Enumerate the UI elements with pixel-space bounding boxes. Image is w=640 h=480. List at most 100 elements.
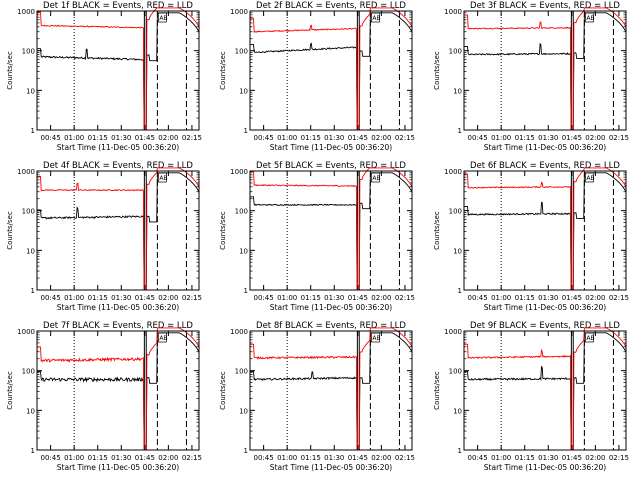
- y-axis-label: Counts/sec: [219, 51, 227, 90]
- plot-frame: [463, 10, 627, 131]
- x-tick-label: 01:45: [348, 454, 368, 462]
- y-axis-label: Counts/sec: [433, 51, 441, 90]
- x-tick-label: 00:45: [468, 454, 488, 462]
- series-lld-line: [464, 7, 627, 131]
- x-tick-label: 00:45: [468, 134, 488, 142]
- x-tick-label: 00:45: [254, 454, 274, 462]
- y-tick-label: 100: [449, 208, 462, 216]
- plot-frame: [36, 330, 200, 451]
- panel-title: Det 7f BLACK = Events, RED = LLD: [43, 321, 193, 331]
- x-tick-label: 01:15: [88, 134, 108, 142]
- flare-box-label: AB: [372, 335, 380, 342]
- y-axis-label: Counts/sec: [6, 211, 14, 250]
- y-tick-label: 10: [26, 87, 35, 95]
- series-events-line: [37, 12, 200, 131]
- flare-box-label: AB: [159, 15, 167, 22]
- plot-frame: [36, 170, 200, 291]
- detector-panel-9: Det 9f BLACK = Events, RED = LLD Counts/s…: [433, 321, 629, 472]
- series-events-line: [464, 332, 627, 451]
- x-tick-label: 02:00: [371, 294, 391, 302]
- series-lld-line: [37, 327, 200, 451]
- y-tick-label: 100: [449, 368, 462, 376]
- flare-box-label: AB: [586, 15, 594, 22]
- x-tick-label: 01:30: [324, 294, 344, 302]
- x-axis-label: Start Time (11-Dec-05 00:36:20): [484, 143, 606, 152]
- y-tick-label: 1: [244, 447, 248, 455]
- x-tick-label: 02:00: [371, 134, 391, 142]
- x-tick-label: 01:00: [491, 134, 511, 142]
- x-tick-label: 00:45: [254, 294, 274, 302]
- y-tick-label: 1: [31, 447, 35, 455]
- y-tick-label: 100: [22, 208, 35, 216]
- plot-frame: [249, 10, 413, 131]
- x-tick-label: 01:45: [135, 294, 155, 302]
- y-tick-label: 1000: [444, 8, 462, 16]
- x-tick-label: 01:15: [515, 454, 535, 462]
- x-tick-label: 01:45: [562, 134, 582, 142]
- x-tick-label: 02:00: [585, 134, 605, 142]
- x-tick-label: 02:15: [395, 294, 415, 302]
- x-tick-label: 01:45: [135, 454, 155, 462]
- detector-panel-6: Det 6f BLACK = Events, RED = LLD Counts/s…: [433, 161, 629, 312]
- y-tick-label: 1000: [444, 328, 462, 336]
- x-tick-label: 01:45: [562, 294, 582, 302]
- panel-title: Det 3f BLACK = Events, RED = LLD: [470, 1, 620, 11]
- panel-title: Det 9f BLACK = Events, RED = LLD: [470, 321, 620, 331]
- x-axis-label: Start Time (11-Dec-05 00:36:20): [270, 463, 392, 472]
- y-tick-label: 1000: [230, 168, 248, 176]
- x-tick-label: 01:15: [301, 134, 321, 142]
- y-tick-label: 1: [458, 447, 462, 455]
- x-tick-label: 01:30: [111, 134, 131, 142]
- series-lld-line: [37, 167, 200, 291]
- y-tick-label: 10: [453, 407, 462, 415]
- x-tick-label: 01:00: [64, 134, 84, 142]
- plot-frame: [249, 330, 413, 451]
- x-axis-label: Start Time (11-Dec-05 00:36:20): [484, 303, 606, 312]
- x-tick-label: 01:00: [491, 294, 511, 302]
- flare-box-label: AB: [586, 175, 594, 182]
- y-tick-label: 100: [22, 368, 35, 376]
- x-tick-label: 00:45: [468, 294, 488, 302]
- x-tick-label: 00:45: [41, 134, 61, 142]
- series-events-line: [250, 12, 413, 131]
- y-tick-label: 1: [244, 287, 248, 295]
- x-tick-label: 00:45: [254, 134, 274, 142]
- y-tick-label: 10: [26, 407, 35, 415]
- x-tick-label: 01:45: [562, 454, 582, 462]
- y-axis-label: Counts/sec: [219, 211, 227, 250]
- y-tick-label: 1: [31, 127, 35, 135]
- y-tick-label: 1000: [230, 328, 248, 336]
- y-tick-label: 1: [458, 127, 462, 135]
- x-tick-label: 00:45: [41, 454, 61, 462]
- x-tick-label: 02:15: [395, 134, 415, 142]
- x-axis-label: Start Time (11-Dec-05 00:36:20): [57, 303, 179, 312]
- x-axis-label: Start Time (11-Dec-05 00:36:20): [57, 143, 179, 152]
- y-tick-label: 1: [31, 287, 35, 295]
- y-axis-label: Counts/sec: [433, 371, 441, 410]
- series-lld-line: [464, 167, 627, 291]
- x-tick-label: 01:00: [277, 454, 297, 462]
- panel-title: Det 2f BLACK = Events, RED = LLD: [256, 1, 406, 11]
- y-tick-label: 100: [22, 48, 35, 56]
- x-tick-label: 02:00: [158, 294, 178, 302]
- x-tick-label: 01:00: [491, 454, 511, 462]
- x-tick-label: 02:15: [395, 454, 415, 462]
- y-axis-label: Counts/sec: [6, 51, 14, 90]
- x-tick-label: 01:00: [277, 134, 297, 142]
- series-events-line: [250, 172, 413, 291]
- x-tick-label: 01:00: [64, 454, 84, 462]
- y-tick-label: 100: [235, 48, 248, 56]
- y-tick-label: 1000: [444, 168, 462, 176]
- plot-frame: [249, 170, 413, 291]
- x-tick-label: 01:30: [538, 454, 558, 462]
- panel-title: Det 5f BLACK = Events, RED = LLD: [256, 161, 406, 171]
- series-lld-line: [464, 327, 627, 451]
- x-tick-label: 01:15: [301, 294, 321, 302]
- y-tick-label: 100: [235, 208, 248, 216]
- x-tick-label: 02:15: [609, 294, 629, 302]
- y-tick-label: 10: [239, 407, 248, 415]
- y-tick-label: 1: [244, 127, 248, 135]
- x-tick-label: 01:00: [64, 294, 84, 302]
- flare-box-label: AB: [372, 15, 380, 22]
